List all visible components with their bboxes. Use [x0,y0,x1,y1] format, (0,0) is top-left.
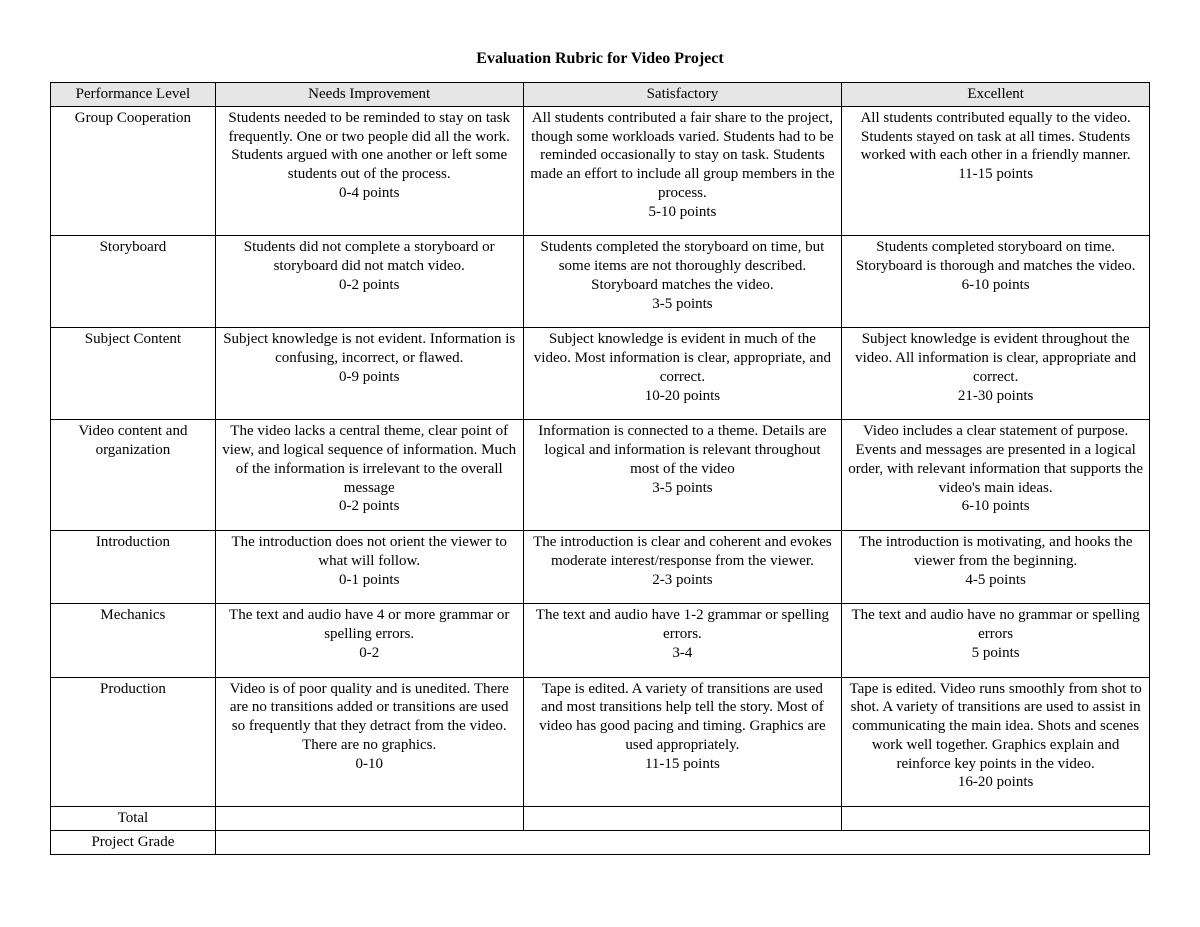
table-header-row: Performance Level Needs Improvement Sati… [51,83,1150,107]
cell-needs: The text and audio have 4 or more gramma… [215,604,523,677]
table-row: Introduction The introduction does not o… [51,531,1150,604]
criteria-label: Video content and organization [51,420,216,531]
criteria-label: Mechanics [51,604,216,677]
table-row: Mechanics The text and audio have 4 or m… [51,604,1150,677]
cell-satisfactory: Subject knowledge is evident in much of … [523,328,842,420]
grade-label: Project Grade [51,830,216,854]
total-satisfactory [523,807,842,831]
criteria-label: Subject Content [51,328,216,420]
criteria-label: Production [51,677,216,807]
cell-satisfactory: All students contributed a fair share to… [523,106,842,236]
cell-satisfactory: Students completed the storyboard on tim… [523,236,842,328]
col-performance-level: Performance Level [51,83,216,107]
cell-excellent: Video includes a clear statement of purp… [842,420,1150,531]
criteria-label: Introduction [51,531,216,604]
cell-needs: Video is of poor quality and is unedited… [215,677,523,807]
criteria-label: Storyboard [51,236,216,328]
cell-needs: Students did not complete a storyboard o… [215,236,523,328]
page-title: Evaluation Rubric for Video Project [50,50,1150,68]
grade-value [215,830,1149,854]
col-excellent: Excellent [842,83,1150,107]
cell-satisfactory: The introduction is clear and coherent a… [523,531,842,604]
table-row: Group Cooperation Students needed to be … [51,106,1150,236]
cell-excellent: Tape is edited. Video runs smoothly from… [842,677,1150,807]
cell-needs: Students needed to be reminded to stay o… [215,106,523,236]
col-satisfactory: Satisfactory [523,83,842,107]
cell-needs: The video lacks a central theme, clear p… [215,420,523,531]
grade-row: Project Grade [51,830,1150,854]
rubric-table: Performance Level Needs Improvement Sati… [50,82,1150,855]
table-row: Video content and organization The video… [51,420,1150,531]
cell-excellent: Students completed storyboard on time. S… [842,236,1150,328]
total-needs [215,807,523,831]
cell-excellent: The introduction is motivating, and hook… [842,531,1150,604]
cell-excellent: All students contributed equally to the … [842,106,1150,236]
total-excellent [842,807,1150,831]
cell-satisfactory: The text and audio have 1-2 grammar or s… [523,604,842,677]
total-label: Total [51,807,216,831]
table-row: Storyboard Students did not complete a s… [51,236,1150,328]
criteria-label: Group Cooperation [51,106,216,236]
cell-excellent: Subject knowledge is evident throughout … [842,328,1150,420]
cell-needs: The introduction does not orient the vie… [215,531,523,604]
table-row: Subject Content Subject knowledge is not… [51,328,1150,420]
cell-satisfactory: Tape is edited. A variety of transitions… [523,677,842,807]
col-needs-improvement: Needs Improvement [215,83,523,107]
cell-needs: Subject knowledge is not evident. Inform… [215,328,523,420]
total-row: Total [51,807,1150,831]
table-row: Production Video is of poor quality and … [51,677,1150,807]
cell-excellent: The text and audio have no grammar or sp… [842,604,1150,677]
cell-satisfactory: Information is connected to a theme. Det… [523,420,842,531]
